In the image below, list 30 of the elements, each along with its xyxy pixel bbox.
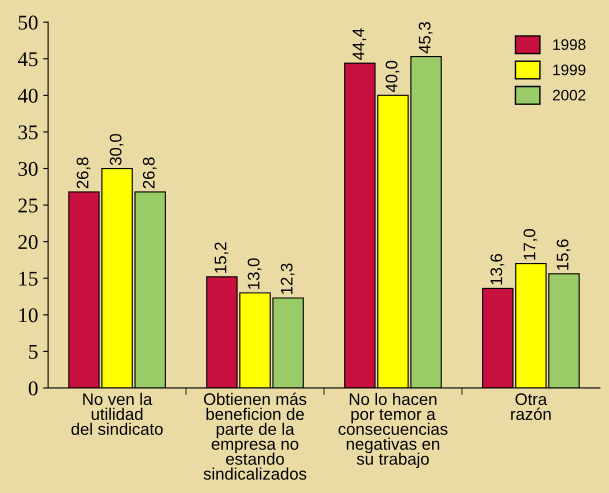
data-label: 15,6 [556,239,570,270]
y-tick-label: 5 [29,344,38,359]
data-label: 13,6 [490,254,504,284]
data-label: 12,3 [280,264,295,294]
data-label: 26,8 [142,157,157,188]
y-tick-label: 20 [18,235,38,250]
data-label: 40,0 [386,60,400,92]
y-tick-label: 25 [18,198,38,213]
y-tick-label: 15 [19,272,38,286]
legend-label: 2002 [552,90,586,101]
y-tick-label: 10 [19,308,38,322]
x-tick-label: Otra razón [511,393,551,420]
data-label: 15,2 [214,242,228,273]
y-tick-label: 50 [18,16,38,30]
legend-label: 1998 [553,39,586,50]
data-label: 13,0 [248,258,262,289]
x-tick-label: Obtienen más beneficion de parte de la empresa no estando sindicalizados [204,392,306,480]
x-tick-label: No lo hacen por temor a consecuencias negativas en su trabajo [338,392,448,468]
y-tick-label: 0 [28,381,38,396]
data-label: 45,3 [418,22,433,54]
data-label: 26,8 [76,157,90,188]
y-tick-label: 35 [18,125,38,140]
x-tick-label: No ven la utilidad del sindicato [71,392,163,435]
data-label: 17,0 [524,229,538,260]
legend-label: 1999 [553,64,586,76]
y-tick-label: 45 [18,52,38,66]
data-label: 30,0 [110,134,124,166]
y-tick-label: 40 [18,88,38,103]
data-label: 44,4 [352,28,366,60]
y-tick-label: 30 [18,162,38,176]
